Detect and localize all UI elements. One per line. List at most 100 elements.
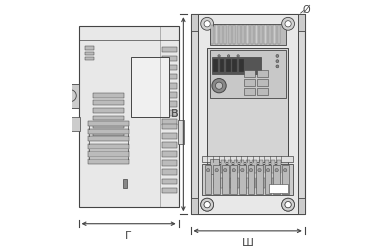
Bar [162,169,178,175]
Circle shape [201,17,214,30]
Bar [221,160,226,173]
Bar [227,160,232,173]
Bar [240,178,244,188]
Bar [251,25,253,44]
Circle shape [282,198,295,211]
Bar [298,14,305,31]
Circle shape [258,168,261,172]
Bar [205,165,211,194]
Bar [93,123,124,128]
Bar [252,160,257,173]
Bar [247,25,249,44]
Bar [277,160,282,173]
Bar [162,124,178,129]
Bar [234,160,238,173]
Bar [222,165,229,194]
Circle shape [204,202,210,208]
Text: В: В [171,109,179,119]
Circle shape [282,198,295,211]
Bar [257,79,267,86]
Bar [260,25,262,44]
Bar [78,26,179,207]
Circle shape [237,55,239,57]
Circle shape [224,168,227,172]
Bar [239,59,243,72]
Bar [273,165,280,194]
Bar [70,84,79,108]
Bar [162,160,178,166]
Bar [237,25,240,44]
Bar [214,178,218,188]
Circle shape [276,65,279,68]
Bar [131,57,169,117]
Bar [232,59,237,72]
Bar [226,59,231,72]
Bar [210,24,286,45]
Circle shape [232,168,235,172]
Bar [202,164,293,195]
Bar [244,70,255,77]
Bar [224,25,226,44]
Bar [162,47,178,52]
Bar [272,178,275,188]
Bar [162,83,178,89]
Bar [162,151,178,156]
Bar [162,92,178,97]
Bar [210,50,286,97]
Bar [162,65,178,70]
Bar [282,165,288,194]
Bar [269,185,288,193]
Bar [255,25,258,44]
Bar [233,25,235,44]
Bar [190,14,198,31]
Circle shape [249,168,253,172]
Bar [215,25,218,44]
Text: Ø: Ø [302,4,310,15]
Bar [162,133,178,139]
Circle shape [215,168,218,172]
Circle shape [218,55,220,57]
Circle shape [204,21,210,27]
Bar [298,198,305,214]
Circle shape [201,198,214,211]
Bar [244,79,255,86]
Bar [213,165,220,194]
Bar [256,165,263,194]
Bar [162,179,178,184]
Bar [93,131,124,136]
Bar [257,88,267,95]
Circle shape [241,168,244,172]
Bar [70,117,80,131]
Bar [88,121,129,126]
Bar [198,14,298,214]
Circle shape [216,82,223,89]
Bar [213,59,218,72]
Bar [251,178,255,188]
Bar [162,101,178,107]
Circle shape [276,55,279,57]
Bar [162,187,178,193]
Bar [267,178,270,188]
Text: Г: Г [125,231,132,241]
Bar [190,14,305,214]
Bar [88,159,129,164]
Bar [278,25,280,44]
Bar [202,156,293,162]
Bar [93,93,124,97]
Bar [248,165,254,194]
Bar [210,159,219,174]
Bar [256,178,260,188]
Bar [246,160,250,173]
Bar [88,136,129,141]
Circle shape [204,202,210,208]
Bar [162,142,178,148]
Circle shape [207,168,210,172]
Bar [225,178,228,188]
Bar [235,178,239,188]
Circle shape [212,79,226,93]
Bar [264,25,267,44]
Bar [269,25,271,44]
Bar [257,70,267,77]
Bar [207,48,288,157]
Bar [178,120,184,144]
